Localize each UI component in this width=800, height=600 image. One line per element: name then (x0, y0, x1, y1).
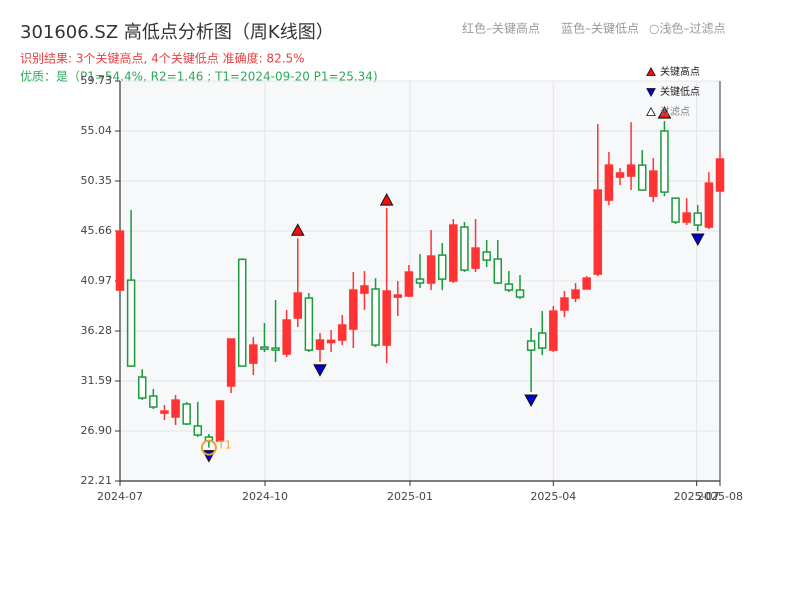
candle-body (382, 290, 391, 346)
y-tick-label: 22.21 (81, 474, 113, 487)
candle-body (437, 254, 447, 280)
candle-body (671, 197, 680, 223)
candle-body (271, 347, 280, 351)
candle-body (471, 247, 480, 269)
candle-body (237, 258, 247, 367)
legend-symbol (646, 66, 656, 76)
key-point-marker (290, 223, 305, 236)
x-tick-label: 2025-04 (530, 490, 576, 503)
legend-symbol (646, 88, 656, 98)
candle-body (249, 344, 258, 364)
x-tick-label: 2025-01 (387, 490, 433, 503)
key-point-marker (524, 394, 538, 408)
y-tick-label: 36.28 (81, 324, 113, 337)
candle-body (626, 164, 636, 177)
y-tick-label: 59.73 (81, 74, 113, 87)
header-note: 蓝色–关键低点 (561, 22, 639, 36)
candle-body (637, 164, 647, 191)
candle-body (282, 319, 291, 355)
candle-body (371, 288, 380, 346)
candle-body (171, 399, 180, 418)
y-tick-label: 55.04 (81, 124, 113, 137)
x-tick-label: 2024-07 (97, 490, 143, 503)
legend-symbol (646, 106, 656, 116)
candle-body (426, 255, 436, 284)
candle-body (182, 403, 191, 425)
annotation-label: T1 (217, 439, 232, 452)
candle-body (349, 289, 358, 330)
header-note: ○浅色–过滤点 (649, 22, 725, 36)
candle-body (126, 279, 136, 367)
candle-body (482, 251, 491, 261)
candle-body (582, 277, 591, 290)
candle-body (149, 395, 158, 408)
annotation-circle (200, 439, 217, 456)
candle-body (137, 376, 147, 399)
candle-body (337, 324, 347, 341)
candle-body (571, 289, 580, 299)
legend-label: 关键高点 (660, 65, 700, 78)
candle-body (326, 339, 336, 344)
chart-title: 301606.SZ 高低点分析图（周K线图） (20, 22, 334, 43)
candle-body (704, 182, 714, 228)
header-note: 红色–关键高点 (462, 21, 540, 36)
candle-body (215, 400, 225, 442)
chart-subtitle: 识别结果: 3个关键高点, 4个关键低点 准确度: 82.5% (20, 51, 305, 66)
candle-body (593, 189, 603, 275)
key-point-marker (690, 233, 705, 247)
x-tick-label: 2025-07 (674, 490, 720, 503)
candle-body (260, 346, 269, 350)
candle-body (515, 289, 525, 298)
candle-body (226, 338, 236, 387)
candle-body (415, 278, 425, 284)
candle-body (604, 164, 614, 201)
y-tick-label: 50.35 (81, 174, 113, 187)
candle-body (193, 425, 203, 436)
candle-body (660, 130, 669, 193)
candle-body (460, 226, 469, 271)
candle-body (526, 340, 536, 351)
x-tick-label: 2024-10 (242, 490, 288, 503)
key-point-marker (379, 193, 394, 206)
candle-body (115, 230, 125, 291)
candle-body (293, 292, 303, 319)
candle-body (493, 258, 503, 284)
legend-label: 过滤点 (660, 105, 690, 118)
candle-body (360, 285, 369, 294)
y-tick-label: 45.66 (81, 224, 113, 237)
candle-body (693, 212, 703, 226)
key-point-marker (657, 106, 672, 119)
candle-body (304, 297, 314, 351)
candle-body (393, 294, 403, 298)
candle-body (315, 339, 325, 350)
candle-body (560, 297, 569, 311)
candle-body (449, 224, 458, 282)
candle-body (160, 410, 169, 414)
candle-body (504, 283, 514, 291)
candle-body (615, 172, 625, 178)
candle-body (649, 170, 658, 197)
y-tick-label: 26.90 (81, 424, 113, 437)
candle-body (404, 271, 414, 297)
legend-label: 关键低点 (660, 85, 700, 98)
candle-body (715, 158, 725, 192)
quality-note: 优质：是（P1=54.4%, R2=1.46 ; T1=2024-09-20 P… (20, 70, 378, 84)
y-tick-label: 31.59 (81, 374, 113, 387)
candle-body (549, 310, 558, 351)
key-point-marker (313, 364, 327, 377)
candle-body (682, 212, 691, 223)
x-tick-label: 2025-08 (697, 490, 743, 503)
y-tick-label: 40.97 (81, 274, 113, 287)
candle-body (537, 332, 547, 349)
